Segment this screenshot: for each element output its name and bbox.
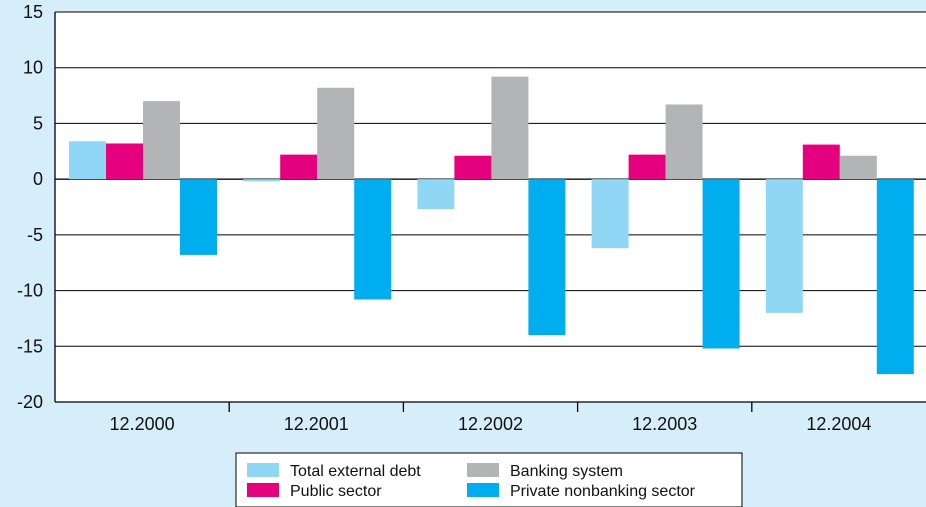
y-tick-label: 15 bbox=[23, 2, 43, 22]
bars bbox=[69, 76, 914, 375]
bar bbox=[802, 144, 840, 180]
x-tick-label: 12.2004 bbox=[806, 414, 871, 434]
bar bbox=[454, 155, 492, 180]
y-tick-label: 0 bbox=[33, 169, 43, 189]
y-tick-label: -15 bbox=[17, 336, 43, 356]
legend-label: Banking system bbox=[510, 463, 623, 480]
x-tick-label: 12.2000 bbox=[110, 414, 175, 434]
bar bbox=[280, 154, 318, 180]
bar bbox=[417, 179, 455, 210]
legend-label: Private nonbanking sector bbox=[510, 483, 696, 500]
axes bbox=[54, 12, 926, 412]
x-tick-label: 12.2003 bbox=[632, 414, 697, 434]
y-tick-label: 5 bbox=[33, 113, 43, 133]
legend-swatch bbox=[247, 483, 279, 497]
bar bbox=[528, 179, 566, 336]
bar bbox=[317, 87, 355, 180]
legend-swatch bbox=[247, 463, 279, 477]
bar bbox=[628, 154, 666, 180]
bar bbox=[591, 179, 629, 249]
legend: Total external debt Public sector Banking … bbox=[235, 452, 743, 507]
bar bbox=[765, 179, 803, 313]
bar bbox=[143, 101, 180, 180]
y-tick-label: -5 bbox=[27, 225, 43, 245]
legend-swatch bbox=[467, 463, 499, 477]
bar bbox=[491, 76, 529, 180]
y-tick-label: 10 bbox=[23, 58, 43, 78]
bar bbox=[702, 179, 740, 349]
x-tick-label: 12.2001 bbox=[284, 414, 349, 434]
legend-swatch bbox=[467, 483, 499, 497]
bar bbox=[354, 179, 392, 300]
y-tick-label: -10 bbox=[17, 281, 43, 301]
legend-label: Public sector bbox=[290, 483, 382, 500]
legend-box bbox=[235, 452, 743, 507]
bar bbox=[243, 179, 281, 182]
bar bbox=[69, 141, 106, 180]
bar bbox=[876, 179, 914, 375]
x-tick-label: 12.2002 bbox=[458, 414, 523, 434]
x-axis-tick-labels: 12.2000 12.2001 12.2002 12.2003 12.2004 bbox=[110, 414, 872, 434]
legend-label: Total external debt bbox=[290, 463, 421, 480]
y-axis-tick-labels: 15 10 5 0 -5 -10 -15 -20 bbox=[17, 2, 43, 412]
y-tick-label: -20 bbox=[17, 392, 43, 412]
bar bbox=[665, 104, 703, 180]
bar bbox=[839, 155, 877, 180]
bar bbox=[106, 143, 143, 180]
bar bbox=[180, 179, 217, 255]
